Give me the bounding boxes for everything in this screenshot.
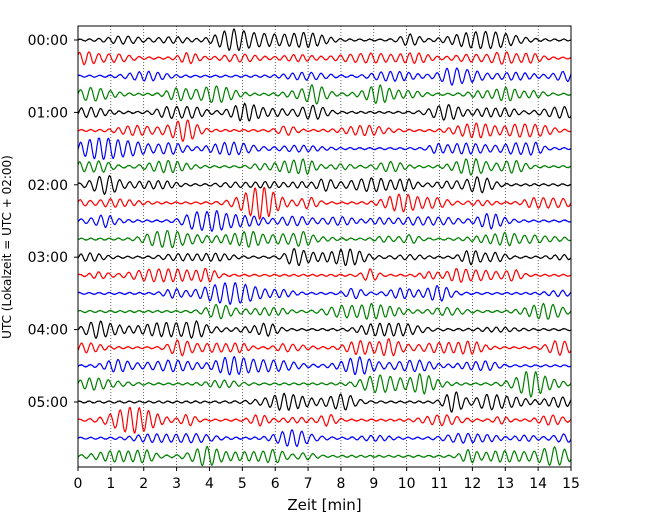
trace-02:15 <box>77 186 572 221</box>
x-tick-label: 8 <box>336 476 345 492</box>
y-tick-label: 05:00 <box>28 395 68 411</box>
x-tick-label: 4 <box>205 476 214 492</box>
x-tick-label: 11 <box>431 476 449 492</box>
trace-02:45 <box>77 230 572 249</box>
trace-05:45 <box>77 445 572 467</box>
x-axis-label: Zeit [min] <box>287 496 361 514</box>
x-tick-label: 10 <box>398 476 416 492</box>
trace-01:45 <box>77 158 572 176</box>
trace-02:00 <box>77 174 572 196</box>
x-tick-label: 12 <box>463 476 481 492</box>
trace-03:15 <box>77 267 572 283</box>
trace-05:30 <box>77 429 572 448</box>
trace-03:30 <box>77 282 572 305</box>
x-tick-label: 1 <box>106 476 115 492</box>
y-tick-label: 01:00 <box>28 105 68 121</box>
trace-02:30 <box>77 210 572 232</box>
x-tick-label: 2 <box>139 476 148 492</box>
trace-03:00 <box>77 247 572 267</box>
trace-04:45 <box>77 370 572 398</box>
y-tick-label: 00:00 <box>28 33 68 49</box>
x-tick-label: 6 <box>271 476 280 492</box>
y-axis-label: UTC (Lokalzeit = UTC + 02:00) <box>0 155 14 339</box>
trace-00:30 <box>77 67 572 86</box>
trace-01:15 <box>77 119 572 142</box>
trace-03:45 <box>77 302 572 320</box>
y-tick-label: 03:00 <box>28 250 68 266</box>
trace-01:30 <box>77 137 572 160</box>
x-tick-label: 13 <box>496 476 514 492</box>
trace-00:45 <box>77 84 572 105</box>
trace-04:30 <box>77 355 572 376</box>
x-tick-label: 0 <box>74 476 83 492</box>
trace-05:15 <box>77 406 572 434</box>
x-tick-label: 5 <box>238 476 247 492</box>
trace-00:00 <box>77 28 572 52</box>
x-tick-label: 3 <box>172 476 181 492</box>
trace-04:15 <box>77 338 572 357</box>
trace-00:15 <box>77 51 572 66</box>
trace-group <box>77 28 572 467</box>
trace-04:00 <box>77 319 572 340</box>
y-tick-label: 02:00 <box>28 178 68 194</box>
x-tick-label: 15 <box>562 476 580 492</box>
x-axis-ticks: 0 1 2 3 4 5 6 7 8 9 10 11 12 13 14 15 <box>74 467 580 492</box>
x-tick-label: 14 <box>529 476 547 492</box>
trace-01:00 <box>77 102 572 122</box>
y-axis-ticks: 00:00 01:00 02:00 03:00 04:00 05:00 <box>28 33 78 411</box>
x-tick-label: 7 <box>304 476 313 492</box>
y-tick-label: 04:00 <box>28 323 68 339</box>
trace-05:00 <box>77 391 572 413</box>
x-tick-label: 9 <box>369 476 378 492</box>
plot-frame <box>77 25 572 468</box>
